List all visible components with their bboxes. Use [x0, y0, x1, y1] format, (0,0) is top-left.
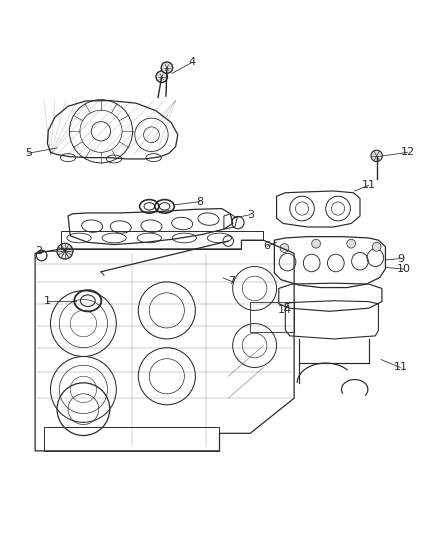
Text: 5: 5: [25, 148, 32, 158]
Circle shape: [155, 71, 167, 83]
Text: 11: 11: [392, 362, 406, 373]
Circle shape: [279, 244, 288, 253]
Text: 4: 4: [188, 58, 195, 67]
Circle shape: [161, 62, 172, 74]
Text: 6: 6: [263, 241, 270, 251]
Text: 12: 12: [399, 147, 413, 157]
Text: 7: 7: [228, 277, 235, 286]
Text: 10: 10: [396, 264, 410, 274]
Text: 14: 14: [277, 305, 291, 316]
Text: 11: 11: [361, 180, 375, 190]
Circle shape: [370, 150, 381, 161]
Text: 9: 9: [396, 254, 403, 264]
Circle shape: [346, 239, 355, 248]
Text: 2: 2: [35, 246, 42, 256]
Text: 8: 8: [196, 197, 203, 206]
Circle shape: [57, 243, 73, 259]
Text: 1: 1: [44, 296, 51, 306]
Circle shape: [371, 243, 380, 251]
Circle shape: [311, 239, 320, 248]
Text: 3: 3: [246, 209, 253, 220]
